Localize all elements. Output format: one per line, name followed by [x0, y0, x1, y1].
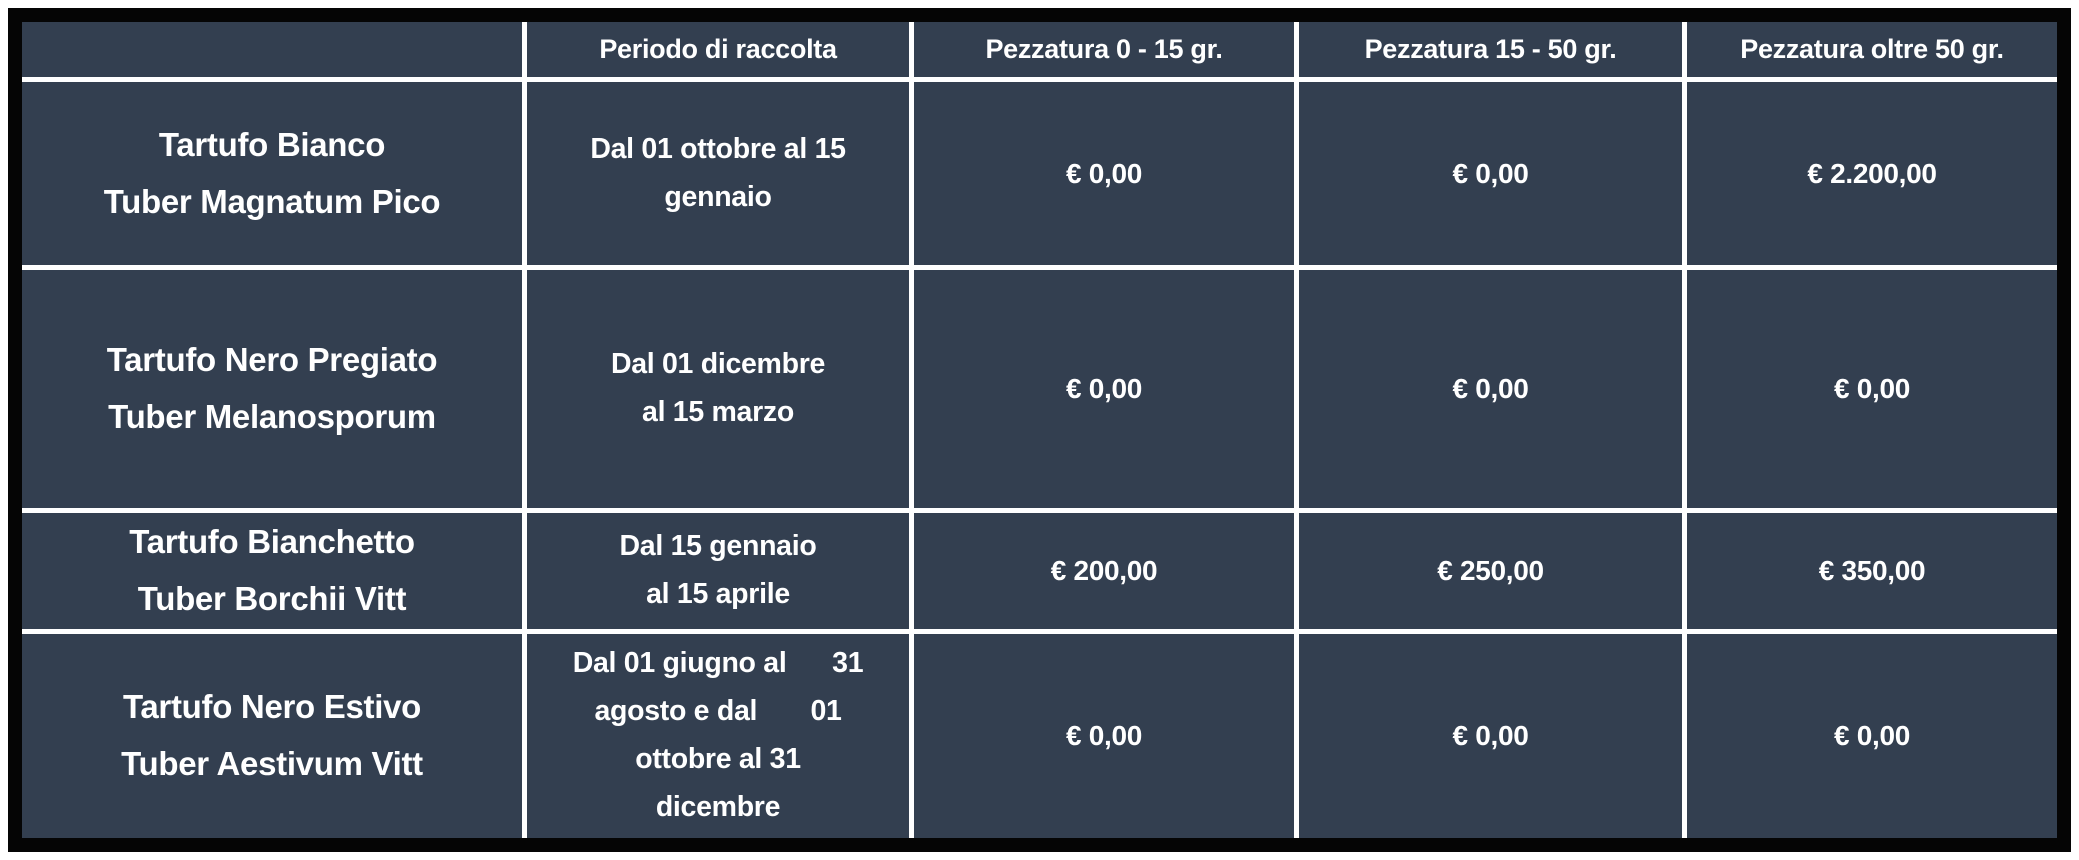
column-header-periodo-label: Periodo di raccolta [599, 34, 837, 65]
period-line: Dal 01 giugno al 31 [572, 647, 864, 680]
period-line: Dal 15 gennaio [619, 530, 817, 563]
period-cell-tartufo-nero-pregiato: Dal 01 dicembre al 15 marzo [527, 270, 909, 508]
price-value: € 2.200,00 [1807, 157, 1937, 189]
table-grid: Periodo di raccolta Pezzatura 0 - 15 gr.… [22, 22, 2057, 838]
price-cell: € 0,00 [1299, 634, 1682, 838]
row-name-tartufo-nero-estivo: Tartufo Nero Estivo Tuber Aestivum Vitt [22, 634, 522, 838]
price-cell: € 0,00 [914, 270, 1294, 508]
truffle-species-line: Tuber Magnatum Pico [103, 182, 441, 220]
price-cell: € 0,00 [1299, 270, 1682, 508]
period-cell-tartufo-bianchetto: Dal 15 gennaio al 15 aprile [527, 513, 909, 629]
truffle-name-line: Tartufo Nero Pregiato [106, 341, 438, 379]
period-line: al 15 aprile [646, 578, 790, 610]
price-value: € 0,00 [1452, 373, 1529, 405]
price-value: € 200,00 [1050, 555, 1158, 587]
truffle-name-line: Tartufo Bianco [158, 125, 386, 163]
price-value: € 0,00 [1065, 157, 1143, 189]
price-cell: € 2.200,00 [1687, 82, 2057, 265]
column-header-pezzatura-15-50: Pezzatura 15 - 50 gr. [1299, 22, 1682, 77]
truffle-price-table: Periodo di raccolta Pezzatura 0 - 15 gr.… [8, 8, 2071, 852]
price-cell: € 350,00 [1687, 513, 2057, 629]
period-line: dicembre [655, 790, 781, 823]
price-value: € 0,00 [1452, 157, 1529, 189]
price-value: € 350,00 [1818, 555, 1926, 587]
row-name-tartufo-bianchetto: Tartufo Bianchetto Tuber Borchii Vitt [22, 513, 522, 629]
price-cell: € 0,00 [1299, 82, 1682, 265]
period-line: gennaio [664, 180, 772, 213]
truffle-species-line: Tuber Borchii Vitt [137, 580, 407, 617]
price-value: € 0,00 [1065, 720, 1143, 752]
period-line: al 15 marzo [642, 396, 794, 428]
price-value: € 0,00 [1833, 720, 1911, 752]
price-cell: € 0,00 [914, 82, 1294, 265]
price-value: € 0,00 [1452, 720, 1529, 752]
price-value: € 250,00 [1437, 555, 1544, 587]
price-value: € 0,00 [1065, 373, 1143, 405]
row-name-tartufo-bianco: Tartufo Bianco Tuber Magnatum Pico [22, 82, 522, 265]
column-header-pezzatura-15-50-label: Pezzatura 15 - 50 gr. [1364, 34, 1617, 65]
period-line: Dal 01 ottobre al 15 [590, 132, 846, 165]
price-cell: € 250,00 [1299, 513, 1682, 629]
truffle-name-line: Tartufo Nero Estivo [122, 688, 422, 726]
price-cell: € 0,00 [1687, 634, 2057, 838]
price-cell: € 0,00 [1687, 270, 2057, 508]
price-cell: € 200,00 [914, 513, 1294, 629]
column-header-pezzatura-oltre-50-label: Pezzatura oltre 50 gr. [1740, 34, 2004, 65]
column-header-pezzatura-0-15-label: Pezzatura 0 - 15 gr. [985, 34, 1223, 65]
row-name-tartufo-nero-pregiato: Tartufo Nero Pregiato Tuber Melanosporum [22, 270, 522, 508]
column-header-pezzatura-0-15: Pezzatura 0 - 15 gr. [914, 22, 1294, 77]
truffle-species-line: Tuber Melanosporum [108, 398, 436, 435]
column-header-periodo: Periodo di raccolta [527, 22, 909, 77]
price-value: € 0,00 [1833, 373, 1911, 405]
truffle-name-line: Tartufo Bianchetto [129, 523, 415, 561]
period-line: Dal 01 dicembre [610, 348, 826, 381]
period-line: agosto e dal 01 [594, 695, 842, 728]
truffle-species-line: Tuber Aestivum Vitt [121, 745, 423, 782]
period-cell-tartufo-nero-estivo: Dal 01 giugno al 31 agosto e dal 01 otto… [527, 634, 909, 838]
column-header-pezzatura-oltre-50: Pezzatura oltre 50 gr. [1687, 22, 2057, 77]
corner-header-cell [22, 22, 522, 77]
price-cell: € 0,00 [914, 634, 1294, 838]
period-line: ottobre al 31 [635, 743, 801, 775]
period-cell-tartufo-bianco: Dal 01 ottobre al 15 gennaio [527, 82, 909, 265]
